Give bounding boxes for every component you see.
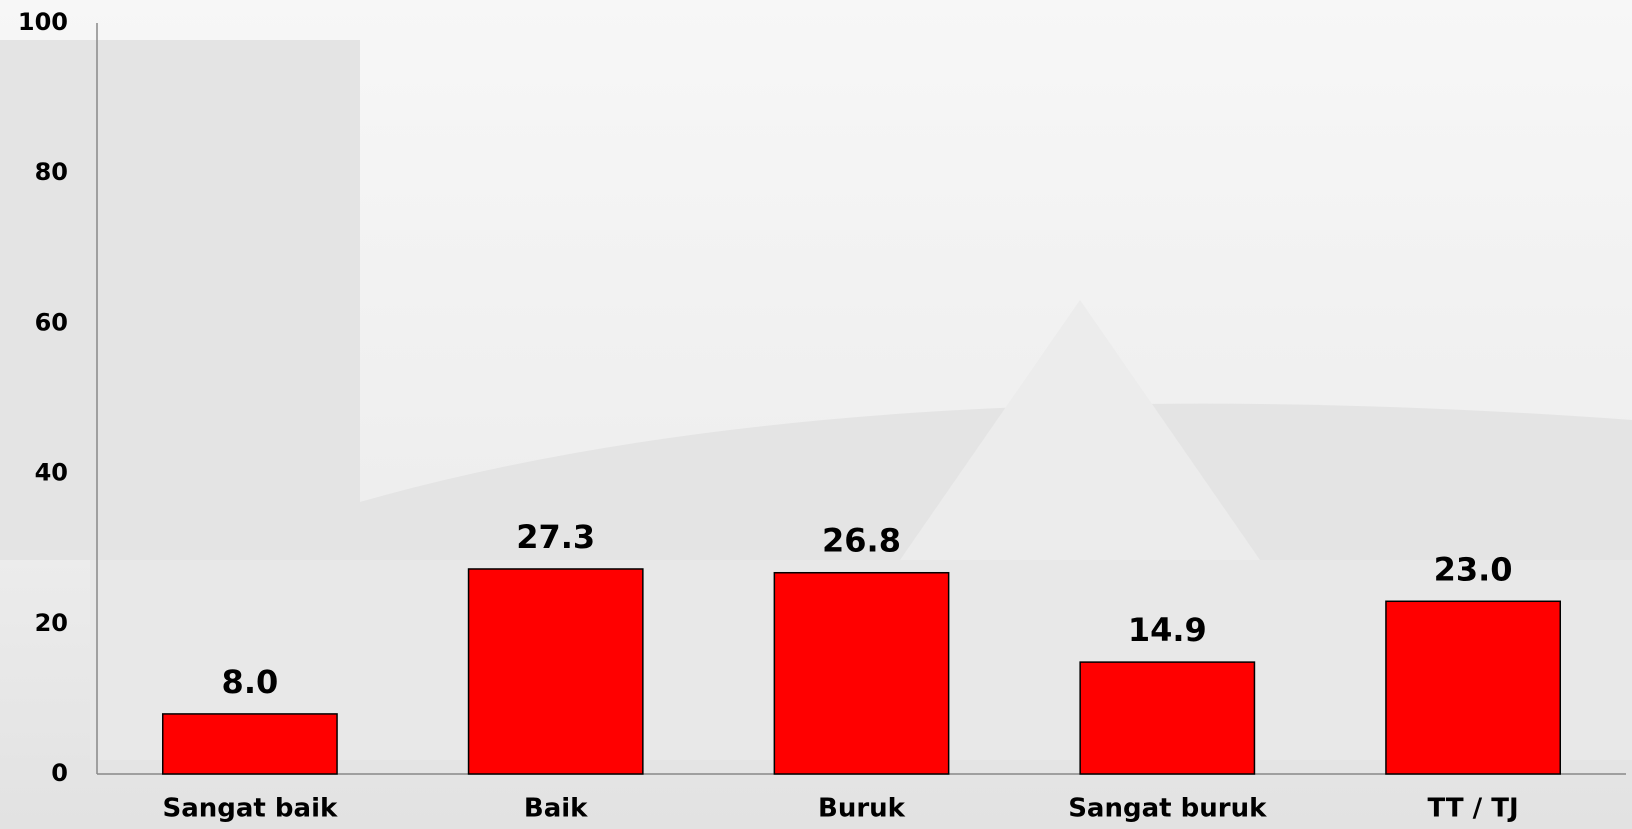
value-label: 14.9 — [1128, 611, 1207, 649]
bar — [469, 569, 643, 774]
x-tick-label: Baik — [524, 794, 588, 824]
x-tick-label: Sangat buruk — [1068, 794, 1267, 824]
y-tick-label: 40 — [35, 459, 68, 487]
bar — [1386, 601, 1560, 774]
x-tick-label: Buruk — [818, 794, 906, 824]
y-tick-label: 80 — [35, 158, 68, 186]
value-label: 23.0 — [1434, 550, 1513, 588]
value-label: 8.0 — [222, 663, 279, 701]
x-tick-label: Sangat baik — [163, 794, 338, 824]
y-tick-label: 0 — [51, 759, 68, 787]
bar — [1080, 662, 1254, 774]
page: {"chart_data": {"type": "bar", "categori… — [0, 0, 1632, 829]
value-label: 26.8 — [822, 522, 901, 560]
y-tick-label: 60 — [35, 308, 68, 336]
y-tick-label: 20 — [35, 609, 68, 637]
y-tick-label: 100 — [18, 8, 68, 36]
bar — [774, 573, 948, 774]
x-tick-label: TT / TJ — [1428, 794, 1519, 824]
chart: 0 20 40 60 80 100 Sangat baik 8.0 Baik 27.3 Buruk 2… — [0, 0, 1632, 829]
value-label: 27.3 — [516, 518, 595, 556]
bar — [163, 714, 337, 774]
